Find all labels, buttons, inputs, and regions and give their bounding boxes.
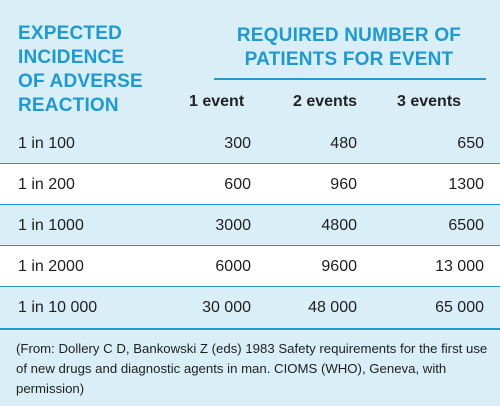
incidence-cell: 1 in 10 000 [18, 299, 98, 316]
incidence-cell: 1 in 100 [18, 135, 75, 152]
required-number-heading: REQUIRED NUMBER OF PATIENTS FOR EVENT [214, 24, 484, 72]
incidence-heading-line: INCIDENCE [18, 47, 125, 68]
source-footnote: (From: Dollery C D, Bankowski Z (eds) 19… [0, 328, 500, 406]
table-body: 1 in 100 300 480 650 1 in 200 600 960 13… [0, 123, 500, 328]
row-divider [0, 204, 500, 205]
one-event-cell: 6000 [215, 258, 251, 275]
one-event-cell: 600 [224, 176, 251, 193]
source-footnote-text: (From: Dollery C D, Bankowski Z (eds) 19… [16, 341, 488, 396]
one-event-cell: 300 [224, 135, 251, 152]
required-number-heading-line: REQUIRED NUMBER OF [236, 25, 462, 46]
two-events-cell: 4800 [321, 217, 357, 234]
table-row: 1 in 10 000 30 000 48 000 65 000 [0, 287, 500, 328]
incidence-heading: EXPECTED INCIDENCE OF ADVERSE REACTION [18, 22, 188, 118]
incidence-cell: 1 in 2000 [18, 258, 84, 275]
incidence-heading-line: REACTION [18, 95, 119, 116]
three-events-cell: 65 000 [435, 299, 484, 316]
three-events-cell: 6500 [448, 217, 484, 234]
column-header-2-events: 2 events [293, 93, 358, 110]
required-number-heading-line: PATIENTS FOR EVENT [244, 49, 454, 70]
incidence-heading-line: OF ADVERSE [18, 71, 143, 92]
incidence-cell: 1 in 1000 [18, 217, 84, 234]
two-events-cell: 960 [330, 176, 357, 193]
table-row: 1 in 2000 6000 9600 13 000 [0, 246, 500, 287]
three-events-cell: 1300 [448, 176, 484, 193]
three-events-cell: 13 000 [435, 258, 484, 275]
two-events-cell: 48 000 [308, 299, 357, 316]
table-header: EXPECTED INCIDENCE OF ADVERSE REACTION R… [0, 0, 500, 139]
heading-rule [214, 78, 486, 80]
table-row: 1 in 200 600 960 1300 [0, 164, 500, 205]
table-row: 1 in 100 300 480 650 [0, 123, 500, 164]
column-header-3-events: 3 events [397, 93, 462, 110]
incidence-cell: 1 in 200 [18, 176, 75, 193]
two-events-cell: 480 [330, 135, 357, 152]
row-divider [0, 286, 500, 287]
table-row: 1 in 1000 3000 4800 6500 [0, 205, 500, 246]
row-divider [0, 163, 500, 164]
column-header-1-event: 1 event [189, 93, 245, 110]
row-divider [0, 245, 500, 246]
one-event-cell: 3000 [215, 217, 251, 234]
three-events-cell: 650 [457, 135, 484, 152]
two-events-cell: 9600 [321, 258, 357, 275]
incidence-heading-line: EXPECTED [18, 23, 123, 44]
one-event-cell: 30 000 [202, 299, 251, 316]
